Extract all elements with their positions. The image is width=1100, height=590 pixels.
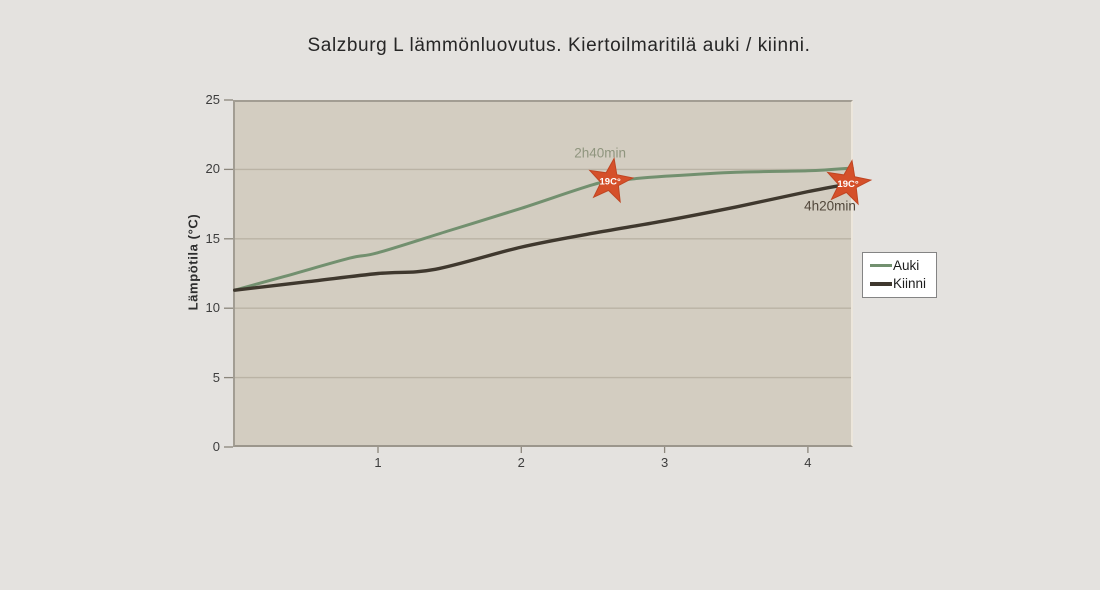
legend: Auki Kiinni — [862, 252, 938, 298]
series-line-kiinni — [233, 181, 854, 292]
star-temp-label: 19C° — [600, 177, 621, 188]
x-tick-label: 1 — [374, 455, 382, 470]
x-tick-label: 3 — [660, 455, 669, 470]
plot-area — [233, 100, 853, 447]
legend-label-auki: Auki — [893, 258, 920, 273]
kiinni-line-swatch — [870, 281, 892, 286]
star-temp-label: 19C° — [837, 179, 858, 190]
legend-item-auki: Auki — [870, 258, 926, 273]
chart-title: Salzburg L lämmönluovutus. Kiertoilmarit… — [307, 35, 811, 56]
y-tick-label: 10 — [205, 300, 220, 316]
x-tick-label: 2 — [517, 455, 525, 470]
y-tick-label: 25 — [205, 92, 220, 107]
star-marker — [826, 159, 873, 206]
y-tick-label: 20 — [205, 161, 220, 177]
series-line-auki — [233, 166, 854, 292]
legend-label-kiinni: Kiinni — [893, 276, 927, 291]
legend-item-kiinni: Kiinni — [870, 276, 926, 291]
time-annotation: 4h20min — [804, 198, 856, 214]
time-annotation: 2h40min — [574, 145, 627, 161]
star-marker — [588, 157, 635, 204]
y-tick-label: 15 — [205, 230, 220, 246]
x-tick-label: 4 — [804, 455, 812, 470]
y-tick-label: 5 — [212, 369, 220, 385]
y-tick-label: 0 — [212, 439, 220, 454]
auki-line-swatch — [870, 264, 892, 267]
